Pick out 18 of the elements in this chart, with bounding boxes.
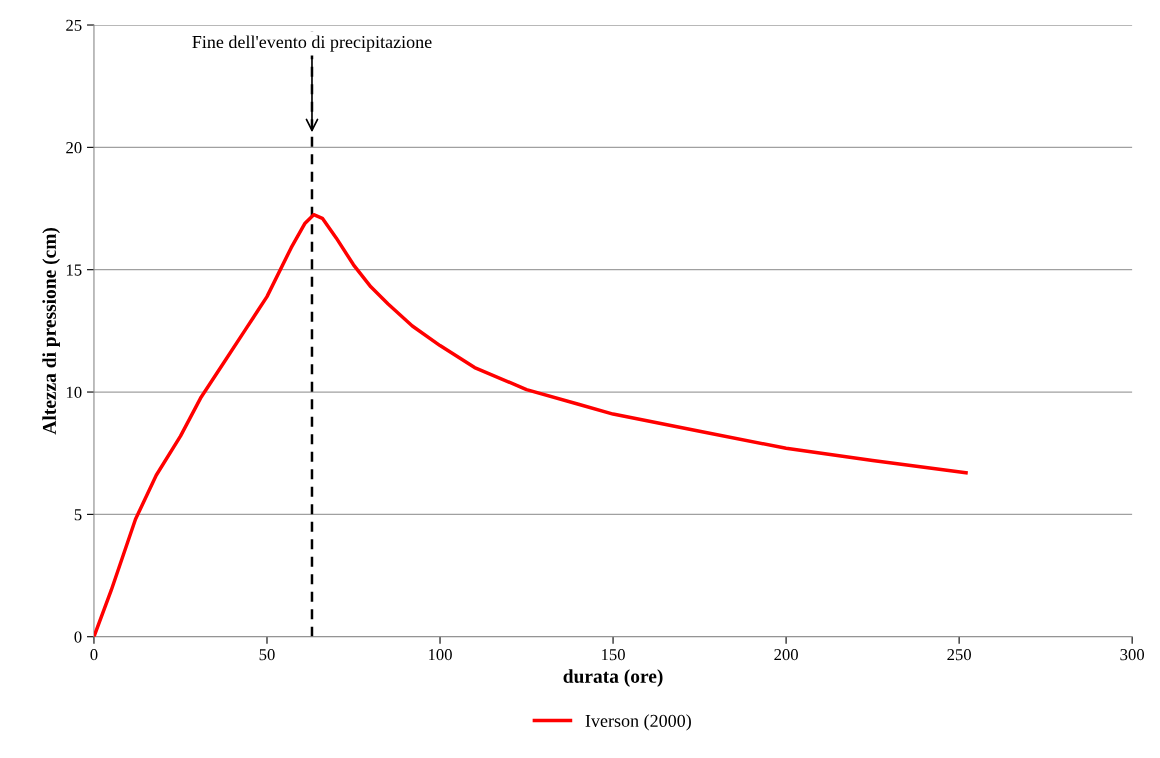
x-tick-label: 0 — [90, 649, 98, 661]
x-tick-label: 200 — [774, 649, 798, 661]
y-tick-label: 0 — [74, 631, 82, 643]
x-tick-label: 300 — [1120, 649, 1145, 661]
x-axis-title: durata (ore) — [563, 669, 663, 687]
y-axis-title: Altezza di pressione (cm) — [42, 227, 60, 435]
x-tick-label: 100 — [428, 649, 452, 661]
y-tick-label: 5 — [74, 509, 82, 521]
y-tick-label: 20 — [66, 142, 82, 154]
y-tick-label: 25 — [66, 19, 82, 31]
annotation: Fine dell'evento di precipitazione — [192, 35, 432, 52]
x-tick-label: 250 — [947, 649, 971, 661]
line-series — [93, 212, 968, 637]
y-tick-label: 10 — [66, 386, 82, 398]
y-tick-label: 15 — [66, 264, 82, 276]
x-tick-label: 150 — [602, 649, 625, 661]
x-tick-label: 50 — [259, 649, 275, 661]
legend-label: Iverson (2000) — [585, 714, 691, 731]
